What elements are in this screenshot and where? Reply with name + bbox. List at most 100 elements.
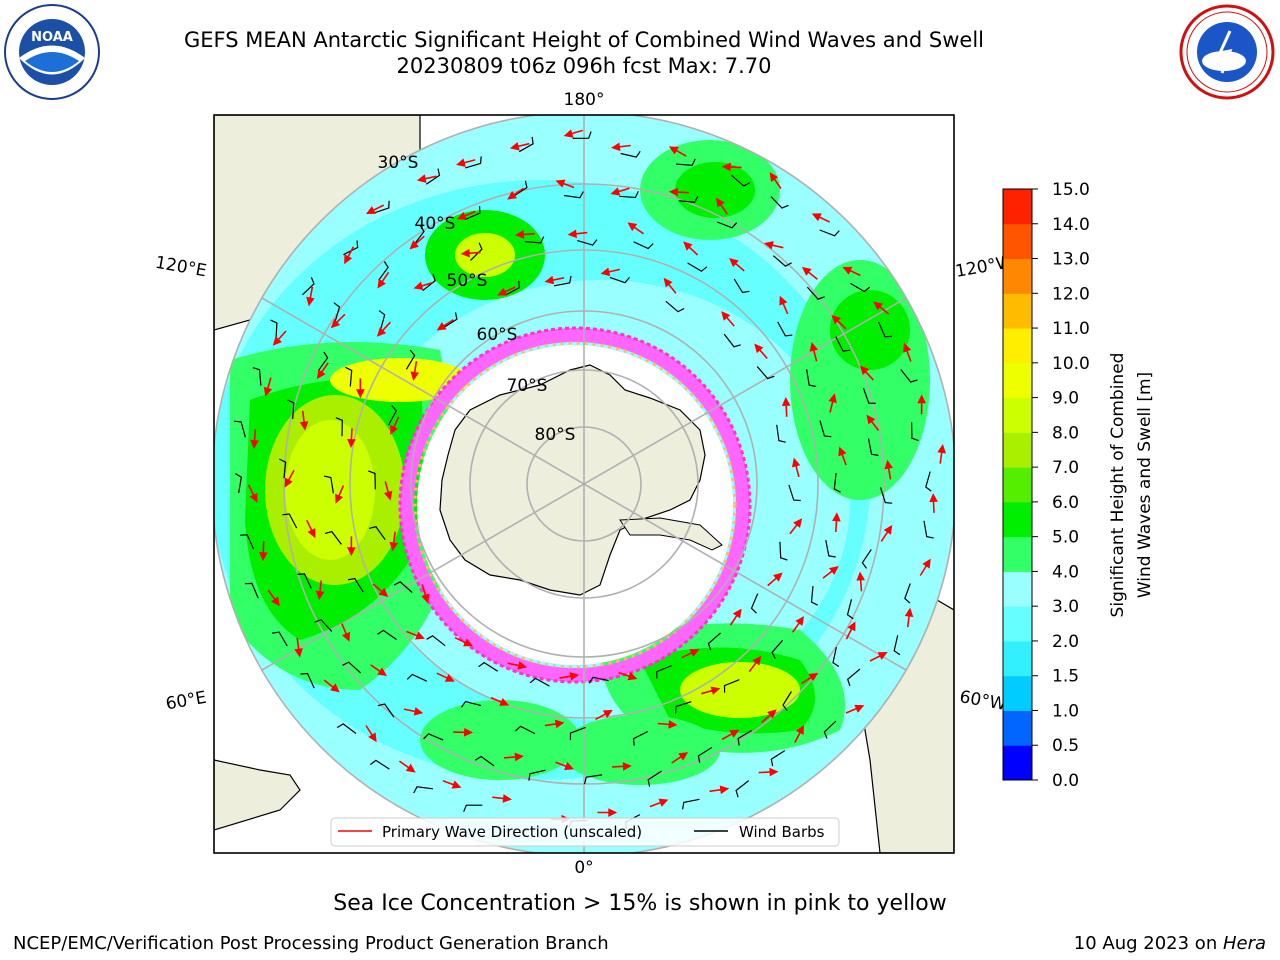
colorbar-swatch: [1003, 571, 1032, 607]
wave-arrow: [701, 686, 721, 695]
wave-arrow: [267, 589, 280, 607]
wind-barb: [893, 635, 901, 656]
wind-barb: [388, 405, 398, 426]
wind-barb: [272, 631, 288, 647]
wave-arrow: [721, 729, 740, 741]
wave-arrow: [453, 728, 474, 737]
wind-barb: [347, 577, 364, 593]
wave-arrow: [347, 536, 356, 557]
wind-barb: [723, 333, 741, 348]
wave-arrow: [341, 623, 351, 642]
wind-barb: [373, 200, 390, 214]
wave-arrow: [828, 393, 837, 413]
wind-barb: [569, 726, 586, 741]
colorbar-tick-label: 5.0: [1052, 528, 1079, 548]
wind-barb: [777, 321, 793, 337]
wave-direction-arrows: [247, 129, 946, 824]
wave-arrow: [789, 518, 803, 535]
wind-barb: [788, 484, 801, 502]
wind-barb: [470, 242, 483, 261]
wind-barb: [513, 180, 528, 197]
wave-arrow: [436, 319, 454, 331]
colorbar-swatch: [1003, 710, 1032, 746]
wave-arrow: [323, 679, 340, 693]
wind-barb: [378, 310, 386, 331]
map-frame: [213, 114, 955, 854]
wave-arrow: [294, 637, 303, 658]
wind-barb: [733, 278, 750, 294]
wave-arrow: [376, 321, 391, 337]
wind-barb: [819, 420, 832, 438]
lon-label-60w: 60°W: [958, 687, 1008, 715]
wind-barb: [779, 541, 788, 561]
colorbar-swatch: [1003, 606, 1032, 642]
wave-arrow: [831, 315, 847, 330]
colorbar-swatch: [1003, 640, 1032, 677]
wave-arrow: [389, 531, 398, 552]
colorbar-swatch: [1003, 293, 1032, 329]
wave-arrow: [822, 565, 839, 579]
wind-barb: [252, 367, 262, 386]
wave-arrow: [384, 481, 393, 501]
wave-arrow: [880, 524, 893, 542]
wave-arrow: [456, 158, 476, 167]
wind-barb: [833, 473, 841, 493]
wave-arrow: [410, 361, 419, 381]
colorbar-tick-label: 4.0: [1052, 562, 1079, 582]
wind-barb: [240, 534, 255, 550]
wave-arrow: [413, 281, 433, 290]
colorbar-tick-label: 3.0: [1052, 597, 1079, 617]
wave-arrow: [729, 258, 745, 272]
colorbar-swatch: [1003, 536, 1032, 572]
wave-arrow: [370, 664, 388, 677]
wave-arrow: [514, 230, 535, 239]
wave-arrow: [917, 394, 926, 415]
wind-barb: [563, 191, 584, 199]
colorbar-tick-label: 1.0: [1052, 701, 1079, 721]
wind-barb: [504, 280, 521, 296]
wave-arrow: [456, 210, 476, 220]
wind-barb: [697, 746, 713, 763]
wind-barb: [819, 229, 840, 237]
wind-barb: [823, 720, 837, 739]
wind-barb: [806, 286, 825, 300]
wind-barb: [770, 750, 786, 767]
wind-barb: [413, 225, 425, 245]
colorbar-tick-label: 10.0: [1052, 354, 1090, 374]
wave-arrow: [365, 725, 377, 743]
wind-barb: [584, 774, 603, 785]
wind-barb: [314, 618, 333, 632]
wave-arrow: [597, 808, 618, 817]
wind-barb: [878, 321, 893, 338]
wave-arrow: [800, 672, 819, 685]
legend-wind-label: Wind Barbs: [739, 823, 825, 841]
wind-barb: [465, 156, 482, 169]
wave-arrow: [781, 396, 791, 417]
wave-arrow: [316, 362, 329, 380]
wind-barb: [426, 635, 446, 647]
wind-barb: [343, 240, 359, 256]
wave-arrow: [873, 301, 890, 315]
wind-barb: [879, 487, 893, 504]
wave-arrow: [460, 248, 481, 258]
wave-arrow: [683, 241, 699, 256]
colorbar-tick-label: 0.0: [1052, 771, 1079, 791]
wind-barb: [731, 174, 751, 187]
wave-arrow: [884, 459, 893, 480]
wave-arrow: [721, 162, 742, 172]
wave-arrow: [365, 204, 385, 215]
wind-barb: [529, 677, 550, 687]
wind-barb: [850, 282, 871, 293]
wave-arrow: [767, 572, 783, 587]
wave-arrow: [721, 311, 735, 327]
wave-arrow: [335, 485, 345, 504]
wind-barb: [524, 236, 545, 244]
wave-arrow: [779, 295, 789, 315]
noaa-logo-text: NOAA: [31, 30, 73, 45]
wave-arrow: [272, 330, 287, 346]
chart-subtitle: 20230809 t06z 096h fcst Max: 7.70: [396, 54, 772, 78]
wave-arrow: [595, 709, 613, 721]
legend-wave-label: Primary Wave Direction (unscaled): [382, 823, 642, 841]
wave-arrow: [763, 241, 784, 250]
wave-arrow: [416, 174, 437, 183]
